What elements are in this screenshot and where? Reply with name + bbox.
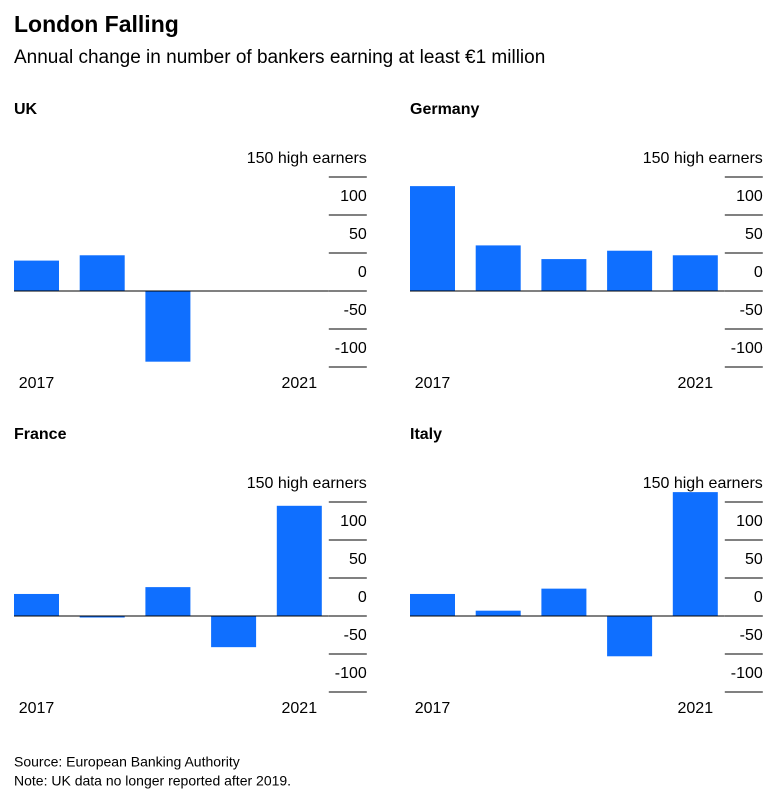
chart-title: London Falling (14, 11, 179, 37)
y-tick-label: 50 (349, 226, 367, 243)
y-tick-label: -50 (344, 302, 367, 319)
y-tick-label: 50 (745, 226, 763, 243)
y-tick-label: 0 (754, 589, 763, 606)
y-tick-label: 50 (349, 551, 367, 568)
bar (607, 250, 653, 291)
y-tick-label: -100 (731, 340, 763, 357)
bar (410, 593, 455, 616)
bar (14, 593, 59, 616)
x-tick-label: 2017 (19, 375, 55, 392)
bar (79, 255, 125, 291)
bar (410, 186, 455, 291)
bar (541, 259, 587, 291)
x-tick-label: 2017 (415, 375, 451, 392)
panel-title: Germany (410, 101, 479, 118)
y-tick-label: 100 (736, 188, 763, 205)
y-tick-label: 100 (340, 188, 367, 205)
bar (475, 245, 521, 291)
x-tick-label: 2021 (282, 700, 318, 717)
x-tick-label: 2017 (19, 700, 55, 717)
y-tick-label: 100 (340, 513, 367, 530)
source: Source: European Banking Authority (14, 754, 240, 770)
y-tick-label: 150 high earners (247, 475, 367, 492)
panel-title: Italy (410, 426, 442, 443)
y-tick-label: -50 (740, 302, 763, 319)
bar (541, 588, 587, 616)
panel-title: France (14, 426, 67, 443)
y-tick-label: 0 (358, 264, 367, 281)
bar (211, 616, 257, 648)
chart-subtitle: Annual change in number of bankers earni… (14, 47, 545, 68)
bar (607, 616, 653, 657)
bar (145, 587, 191, 616)
y-tick-label: -100 (335, 665, 367, 682)
y-tick-label: 150 high earners (643, 475, 763, 492)
note: Note: UK data no longer reported after 2… (14, 773, 291, 789)
bar (672, 255, 718, 291)
bar (276, 505, 322, 616)
x-tick-label: 2021 (678, 700, 714, 717)
y-tick-label: 150 high earners (247, 150, 367, 167)
panel-title: UK (14, 101, 38, 118)
y-tick-label: 0 (358, 589, 367, 606)
y-tick-label: -100 (335, 340, 367, 357)
y-tick-label: 0 (754, 264, 763, 281)
bar (79, 616, 125, 618)
bar (14, 260, 59, 291)
y-tick-label: -50 (344, 627, 367, 644)
y-tick-label: 100 (736, 513, 763, 530)
x-tick-label: 2017 (415, 700, 451, 717)
y-tick-label: 50 (745, 551, 763, 568)
bar (145, 291, 191, 362)
x-tick-label: 2021 (282, 375, 318, 392)
bar (672, 492, 718, 616)
y-tick-label: -100 (731, 665, 763, 682)
y-tick-label: -50 (740, 627, 763, 644)
bar (475, 610, 521, 616)
y-tick-label: 150 high earners (643, 150, 763, 167)
x-tick-label: 2021 (678, 375, 714, 392)
